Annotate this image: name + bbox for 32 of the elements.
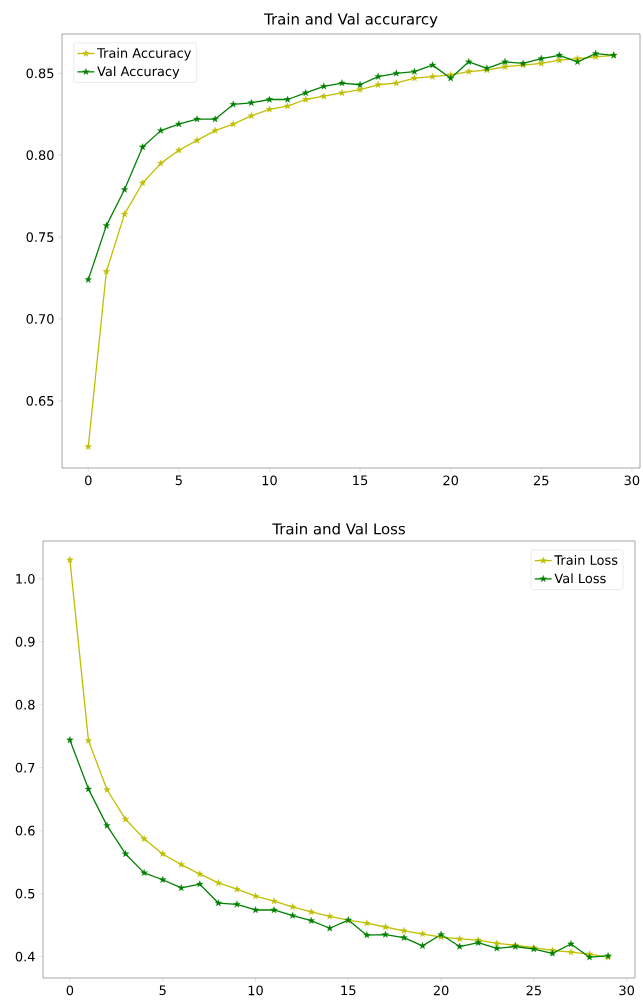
y-tick-label: 0.70 [26, 314, 54, 324]
x-tick-label: 20 [443, 475, 459, 486]
y-tick-label: 0.75 [26, 232, 54, 242]
y-tick-label: 0.4 [15, 951, 35, 962]
legend-label: Val Accuracy [97, 66, 180, 79]
x-tick-label: 0 [66, 985, 74, 996]
x-tick-label: 30 [624, 475, 640, 486]
chart-title: Train and Val Loss [272, 522, 405, 535]
y-tick-label: 0.9 [15, 636, 35, 647]
chart-title: Train and Val accurarcy [264, 13, 438, 28]
x-tick-label: 25 [526, 985, 541, 996]
y-tick-label: 0.6 [15, 825, 35, 836]
x-tick-label: 25 [533, 475, 549, 486]
y-tick-label: 0.7 [15, 762, 35, 773]
legend-label: Train Accuracy [97, 47, 192, 61]
y-tick-label: 0.65 [26, 395, 54, 406]
legend-label: Train Loss [554, 554, 618, 565]
y-tick-label: 0.85 [26, 68, 54, 79]
x-tick-label: 15 [341, 985, 356, 996]
x-tick-label: 30 [619, 985, 635, 996]
legend-label: Val Loss [554, 573, 606, 584]
x-tick-label: 20 [433, 985, 449, 996]
x-tick-label: 15 [353, 475, 368, 486]
y-tick-label: 1.0 [16, 573, 35, 584]
y-tick-label: 0.5 [15, 888, 35, 899]
x-tick-label: 10 [262, 475, 277, 486]
x-tick-label: 10 [248, 985, 263, 996]
y-tick-label: 0.80 [26, 150, 54, 161]
x-tick-label: 0 [85, 475, 92, 486]
y-tick-label: 0.8 [15, 699, 35, 710]
x-tick-label: 5 [175, 475, 182, 486]
x-tick-label: 5 [159, 985, 166, 996]
